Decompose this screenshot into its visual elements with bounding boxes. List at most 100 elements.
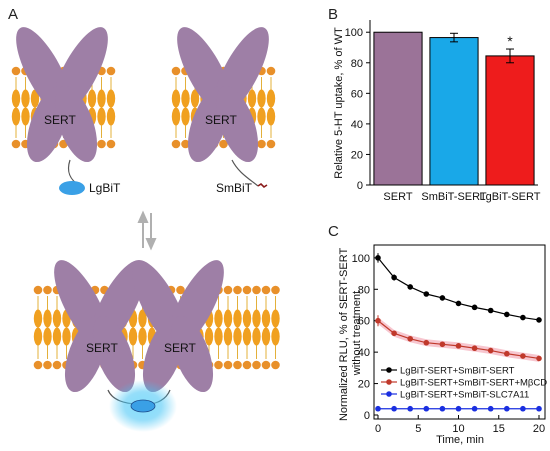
line-chart-y-tick-label: 0 xyxy=(364,410,370,422)
line-chart-x-tick-label: 20 xyxy=(533,423,545,435)
lipid-head xyxy=(106,139,116,149)
legend-swatch-marker xyxy=(386,367,392,373)
line-chart-y-tick-label: 100 xyxy=(352,253,370,265)
lipid-head xyxy=(233,360,242,370)
bar-category-label: SmBiT-SERT xyxy=(421,191,486,203)
lipid-tail-upper xyxy=(181,89,190,108)
lipid-tail-upper xyxy=(52,309,62,328)
sert-label-left: SERT xyxy=(44,113,76,127)
lipid-tail-lower xyxy=(223,327,233,346)
line-chart-y-tick-label: 20 xyxy=(358,379,370,391)
lipid-head xyxy=(171,66,181,76)
line-chart-x-label: Time, min xyxy=(436,434,484,446)
lipid-tail-lower xyxy=(252,327,261,346)
series-0-point xyxy=(407,284,414,290)
panel-label-c: C xyxy=(328,223,339,240)
line-chart-y-label-line2: without treatment xyxy=(351,291,363,376)
legend-entry: LgBiT-SERT+SmBiT-SLC7A11 xyxy=(400,390,529,401)
series-1-point xyxy=(455,343,462,349)
lipid-head xyxy=(223,285,233,295)
nanoluc-complex xyxy=(130,399,156,413)
lipid-tail-upper xyxy=(87,89,97,108)
lipid-head xyxy=(242,360,252,370)
series-0-point xyxy=(520,314,526,321)
bar-lgbit-sert xyxy=(485,55,535,186)
lipid-tail-lower xyxy=(62,327,71,346)
smbit-label: SmBiT xyxy=(216,181,253,195)
lipid-head xyxy=(271,285,280,295)
series-2-point xyxy=(407,405,414,412)
lipid-head xyxy=(33,285,43,295)
lipid-tail-lower xyxy=(233,327,242,346)
lipid-head xyxy=(97,139,106,149)
equilibrium-arrows xyxy=(137,210,157,251)
lipid-head xyxy=(266,66,276,76)
bar-chart-y-tick-label: 0 xyxy=(357,180,363,192)
lipid-head xyxy=(106,66,116,76)
series-2-point xyxy=(504,405,510,412)
lipid-tail-upper xyxy=(261,309,271,328)
bar-chart-y-label: Relative 5-HT uptake, % of WT xyxy=(333,27,345,179)
line-chart-x-tick-label: 0 xyxy=(375,423,381,435)
lipid-tail-upper xyxy=(106,89,116,108)
panel-label-a: A xyxy=(8,6,18,23)
lipid-head xyxy=(214,360,223,370)
lipid-tail-upper xyxy=(30,89,40,108)
series-1-point xyxy=(407,335,414,342)
sert-protein-right xyxy=(177,27,269,189)
lipid-tail-upper xyxy=(247,89,257,108)
lipid-head xyxy=(271,360,280,370)
lipid-tail-upper xyxy=(138,309,147,328)
lipid-tail-lower xyxy=(214,327,223,346)
series-2-point xyxy=(536,405,542,412)
lipid-tail-lower xyxy=(171,107,181,126)
line-chart-y-tick-label: 40 xyxy=(358,347,370,359)
lipid-tail-lower xyxy=(43,327,52,346)
significance-marker: * xyxy=(507,33,513,49)
legend-swatch-marker xyxy=(386,391,392,397)
series-1-point xyxy=(487,347,494,354)
lipid-head xyxy=(252,360,261,370)
lipid-head xyxy=(261,360,271,370)
series-0-point xyxy=(487,307,494,314)
legend-swatch-marker xyxy=(386,379,392,385)
lipid-tail-upper xyxy=(33,309,43,328)
legend-entry: LgBiT-SERT+SmBiT-SERT+MβCD xyxy=(400,378,547,389)
line-chart-y-label-line1: Normalized RLU, % of SERT-SERT xyxy=(338,248,350,421)
bar-category-label: SERT xyxy=(383,191,412,203)
lipid-head xyxy=(11,139,21,149)
series-1-point xyxy=(439,341,446,348)
lipid-tail-upper xyxy=(233,309,242,328)
lipid-tail-upper xyxy=(21,89,30,108)
lipid-tail-lower xyxy=(11,107,21,126)
lipid-head xyxy=(219,139,228,149)
line-chart-x-tick-label: 15 xyxy=(493,423,505,435)
series-2-point xyxy=(423,405,430,412)
line-chart-x-tick-label: 5 xyxy=(415,423,421,435)
bar-chart-y-tick-label: 40 xyxy=(351,119,363,131)
series-0-point xyxy=(455,300,462,307)
lipid-tail-lower xyxy=(181,107,190,126)
lgbit-label: LgBiT xyxy=(89,181,121,195)
lipid-tail-upper xyxy=(11,89,21,108)
lipid-tail-lower xyxy=(204,327,214,346)
lipid-tail-upper xyxy=(242,309,252,328)
lipid-head xyxy=(181,139,190,149)
sert-dimer xyxy=(54,260,224,405)
lipid-tail-lower xyxy=(266,107,276,126)
bar-smbit-sert xyxy=(429,37,479,186)
lipid-tail-upper xyxy=(190,89,200,108)
lipid-head xyxy=(43,360,52,370)
series-0-point xyxy=(504,311,510,318)
lipid-head xyxy=(43,285,52,295)
lipid-tail-upper xyxy=(171,89,181,108)
series-2-point xyxy=(487,405,494,412)
lipid-tail-lower xyxy=(128,327,138,346)
line-chart-x-tick-label: 10 xyxy=(452,423,464,435)
series-1-point xyxy=(520,353,526,359)
bar-chart: 0 20 40 60 80 100 SERT SmBiT-SERT * LgBiT-SERT R… xyxy=(333,20,541,203)
bar-category-label: LgBiT-SERT xyxy=(480,191,541,203)
lipid-tail-lower xyxy=(106,107,116,126)
series-0-point xyxy=(423,291,430,297)
bar-chart-y-tick-label: 60 xyxy=(351,88,363,100)
